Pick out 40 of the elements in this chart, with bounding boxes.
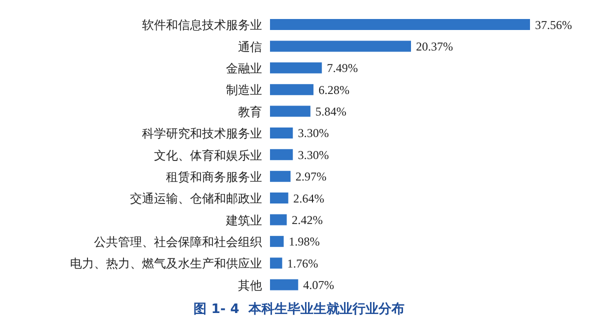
data-label: 3.30%: [298, 126, 329, 140]
y-tick-label: 制造业: [226, 83, 262, 98]
y-tick-label: 金融业: [226, 61, 262, 76]
bar: [270, 170, 291, 182]
data-label: 1.98%: [288, 234, 320, 249]
data-label: 2.42%: [292, 212, 323, 227]
bar: [270, 127, 293, 138]
data-label: 1.76%: [287, 256, 318, 270]
y-tick-label: 教育: [238, 104, 262, 119]
y-tick-label: 建筑业: [225, 213, 262, 228]
bar: [270, 236, 284, 247]
bar: [270, 84, 314, 96]
text: 图 1- 4 本科生毕业生就业行业分布: [192, 301, 406, 318]
y-tick-label: 软件和信息技术服务业: [142, 18, 262, 32]
y-tick-label: 租赁和商务服务业: [166, 170, 262, 184]
bar: [270, 40, 412, 52]
data-label: 2.97%: [296, 170, 327, 184]
data-label: 6.28%: [318, 82, 350, 97]
y-tick-label: 文化、体育和娱乐业: [154, 148, 262, 162]
bar: [270, 149, 293, 160]
y-tick-label: 公共管理、社会保障和社会组织: [94, 235, 262, 250]
data-label: 20.37%: [416, 39, 454, 54]
data-label: 7.49%: [326, 61, 358, 76]
y-tick-label: 交通运输、仓储和邮政业: [130, 192, 262, 206]
data-label: 2.64%: [293, 191, 324, 206]
data-label: 4.07%: [303, 278, 334, 292]
bar: [270, 258, 282, 269]
bar: [270, 279, 298, 290]
data-label: 37.56%: [535, 18, 572, 32]
bar: [270, 19, 530, 30]
bar: [270, 192, 288, 204]
data-label: 3.30%: [298, 148, 329, 162]
bar: [270, 62, 322, 74]
bar: [270, 106, 310, 117]
y-tick-label: 电力、热力、燃气及水生产和供应业: [70, 256, 262, 271]
data-label: 5.84%: [315, 104, 346, 119]
y-tick-label: 科学研究和技术服务业: [142, 126, 262, 141]
y-tick-label: 通信: [238, 40, 262, 54]
bar: [270, 214, 287, 226]
y-tick-label: 其他: [238, 278, 262, 292]
